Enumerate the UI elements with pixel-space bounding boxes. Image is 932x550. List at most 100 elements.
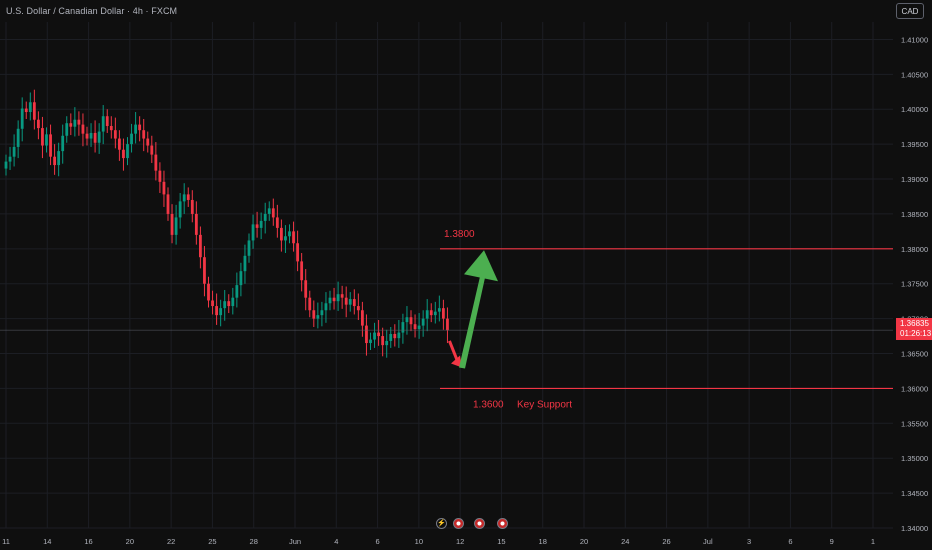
candle-body [65, 123, 69, 136]
candle-body [166, 194, 170, 214]
candle-body [215, 306, 218, 316]
last-price-value: 1.36835 [900, 319, 929, 328]
candle-body [312, 310, 316, 319]
candle-body [16, 128, 20, 147]
candle-body [89, 132, 93, 139]
candle-body [320, 310, 324, 316]
candle-body [174, 217, 178, 235]
x-tick-label: 20 [126, 537, 134, 546]
x-tick-label: 24 [621, 537, 629, 546]
candle-body [352, 299, 356, 307]
candle-body [377, 332, 380, 337]
candle-body [227, 301, 231, 307]
candle-body [122, 149, 125, 159]
resistance-label: 1.3800 [444, 229, 475, 240]
x-tick-label: 18 [539, 537, 547, 546]
y-tick-label: 1.35500 [901, 419, 928, 428]
candle-body [8, 156, 12, 162]
y-tick-label: 1.39500 [901, 140, 928, 149]
candle-body [97, 131, 101, 143]
x-tick-label: 6 [375, 537, 379, 546]
y-tick-label: 1.41000 [901, 35, 928, 44]
candle-body [101, 116, 105, 132]
candle-body [158, 170, 162, 182]
candle-body [81, 124, 85, 134]
candle-body [336, 294, 340, 302]
candle-body [300, 261, 304, 281]
candle-body [381, 336, 385, 346]
down-arrow-head [451, 355, 462, 368]
candle-body [296, 243, 299, 262]
x-tick-label: 12 [456, 537, 464, 546]
candle-body [429, 310, 433, 316]
x-tick-label: 20 [580, 537, 588, 546]
candle-body [361, 310, 364, 326]
lightning-icon[interactable]: ⚡ [436, 518, 447, 529]
candle-body [271, 208, 275, 218]
x-tick-label: 9 [830, 537, 834, 546]
candle-body [32, 102, 36, 120]
candle-body [373, 332, 376, 340]
x-tick-label: 15 [497, 537, 505, 546]
x-tick-label: 26 [662, 537, 670, 546]
candle-body [109, 125, 113, 131]
candle-body [231, 297, 235, 307]
candle-body [219, 308, 223, 316]
candle-body [45, 134, 48, 146]
us-flag-icon[interactable] [453, 518, 464, 529]
candle-body [178, 201, 182, 218]
candle-body [243, 255, 247, 272]
candle-body [340, 294, 344, 298]
x-tick-label: 1 [871, 537, 875, 546]
x-tick-label: Jul [703, 537, 713, 546]
x-tick-label: 6 [788, 537, 792, 546]
x-tick-label: 14 [43, 537, 51, 546]
candle-body [344, 297, 348, 305]
candle-body [186, 194, 190, 200]
candle-body [162, 181, 166, 195]
candle-body [446, 318, 449, 331]
candle-body [113, 130, 117, 139]
candle-body [24, 108, 28, 113]
x-tick-label: 3 [747, 537, 751, 546]
candle-body [53, 156, 56, 166]
x-tick-label: 11 [2, 537, 10, 546]
candle-body [211, 300, 214, 307]
candle-body [194, 213, 198, 235]
candle-body [150, 145, 154, 155]
candle-body [142, 130, 146, 139]
candle-body [170, 213, 174, 235]
candle-body [263, 213, 267, 221]
candle-body [93, 132, 97, 143]
candle-body [223, 301, 227, 309]
candle-body [413, 324, 417, 330]
candle-body [235, 285, 239, 298]
us-flag-icon[interactable] [474, 518, 485, 529]
candle-body [203, 257, 206, 284]
candle-body [409, 317, 413, 325]
y-tick-label: 1.40000 [901, 105, 928, 114]
symbol-title[interactable]: U.S. Dollar / Canadian Dollar · 4h · FXC… [6, 6, 178, 16]
candle-body [405, 317, 409, 323]
candle-body [356, 306, 360, 311]
candle-body [324, 303, 328, 311]
up-arrow-head [464, 250, 498, 282]
y-tick-label: 1.35000 [901, 454, 928, 463]
candle-body [421, 318, 425, 326]
x-tick-label: 28 [250, 537, 258, 546]
candle-body [182, 194, 186, 202]
us-flag-icon[interactable] [497, 518, 508, 529]
candle-body [85, 133, 89, 139]
candle-body [284, 236, 287, 241]
candle-body [348, 299, 352, 305]
candle-body [433, 311, 437, 316]
candle-body [20, 108, 24, 129]
currency-button[interactable]: CAD [896, 3, 924, 19]
candle-body [304, 280, 308, 298]
y-tick-label: 1.36000 [901, 384, 928, 393]
candle-body [393, 333, 397, 339]
candle-body [239, 271, 243, 286]
